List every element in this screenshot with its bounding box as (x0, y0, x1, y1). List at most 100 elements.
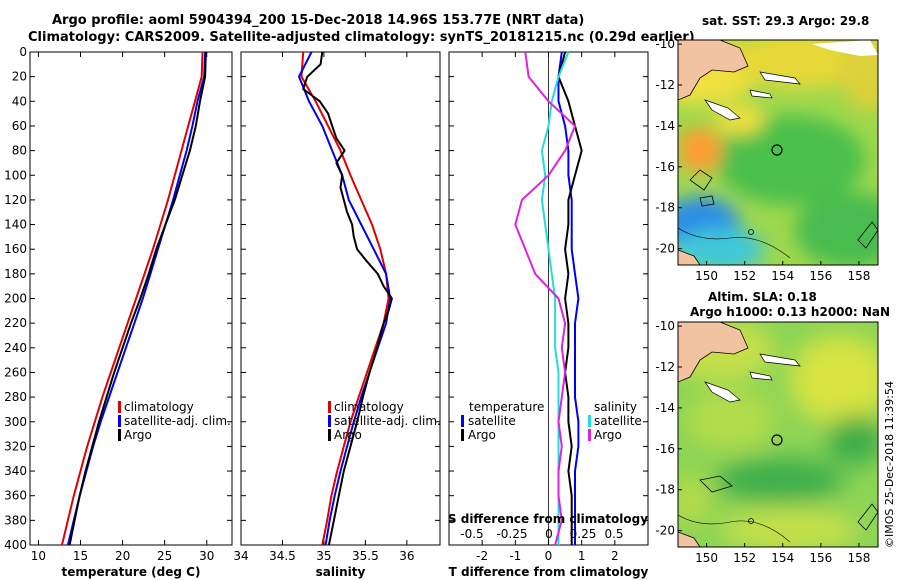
map-lat-label: -18 (655, 201, 675, 215)
sla-map (677, 321, 879, 548)
sst-map-axes: 150 152 154 156 158 -10 -12 -14 -16 -18 -20 (655, 37, 870, 283)
temperature-xtick-label: 20 (115, 549, 130, 563)
map-lat-label: -16 (655, 442, 675, 456)
difference-xtick-label: -2 (476, 549, 488, 563)
map-lat-label: -20 (655, 524, 675, 538)
temperature-legend-label: Argo (124, 428, 152, 442)
depth-tick-label: 180 (4, 267, 27, 281)
temperature-xtick-label: 15 (73, 549, 88, 563)
salinity-xtick-label: 34 (233, 549, 248, 563)
map-lat-label: -14 (655, 401, 675, 415)
depth-tick-label: 240 (4, 341, 27, 355)
depth-tick-label: 200 (4, 292, 27, 306)
salinity-xtick-label: 34.5 (269, 549, 296, 563)
sla-map-title-line2: Argo h1000: 0.13 h2000: NaN (690, 305, 890, 319)
map-lat-label: -18 (655, 483, 675, 497)
salinity-legend-label: satellite-adj. clim. (334, 414, 441, 428)
depth-tick-label: 80 (12, 144, 27, 158)
temperature-legend-swatch (118, 429, 121, 441)
temperature-xlabel: temperature (deg C) (62, 565, 201, 579)
sst-map (677, 39, 879, 266)
map-lat-label: -14 (655, 119, 675, 133)
temperature-xtick-label: 30 (199, 549, 214, 563)
salinity-series-argo (302, 51, 393, 546)
map-lon-label: 154 (771, 551, 794, 565)
difference-profile-chart: -2 -1 0 1 2 T difference from climatology temp… (448, 51, 649, 579)
map-lon-label: 156 (809, 551, 832, 565)
salinity-xtick-label: 35.5 (352, 549, 379, 563)
depth-tick-label: 20 (12, 70, 27, 84)
depth-tick-label: 60 (12, 119, 27, 133)
temperature-legend-label: climatology (124, 400, 194, 414)
sla-map-title-line1: Altim. SLA: 0.18 (708, 290, 817, 304)
map-lat-label: -10 (655, 319, 675, 333)
depth-tick-label: 220 (4, 316, 27, 330)
depth-tick-label: 300 (4, 415, 27, 429)
diff-legend-left-title: temperature (469, 400, 544, 414)
diff-legend-left-swatch (461, 429, 464, 441)
map-lat-label: -20 (655, 242, 675, 256)
diff-top-tick-label: 0 (545, 527, 553, 541)
diff-legend-right-swatch (588, 429, 591, 441)
difference-series-t-argo (557, 51, 583, 545)
depth-tick-label: 340 (4, 464, 27, 478)
salinity-xlabel: salinity (316, 565, 366, 579)
map-lon-label: 152 (733, 269, 756, 283)
temperature-legend-label: satellite-adj. clim. (124, 414, 231, 428)
salinity-series-climatology (300, 51, 390, 546)
sst-map-title: sat. SST: 29.3 Argo: 29.8 (702, 14, 869, 28)
diff-top-axis-label: S difference from climatology (448, 512, 648, 526)
depth-tick-label: 360 (4, 489, 27, 503)
difference-xtick-label: 1 (578, 549, 586, 563)
salinity-xtick-label: 36 (399, 549, 414, 563)
diff-top-tick-label: 0.5 (604, 527, 623, 541)
depth-tick-label: 120 (4, 193, 27, 207)
sla-map-axes: 150 152 154 156 158 -10 -12 -14 -16 -18 -20 (655, 319, 870, 565)
temperature-series-climatology (61, 51, 204, 546)
salinity-legend-label: climatology (334, 400, 404, 414)
map-lon-label: 154 (771, 269, 794, 283)
difference-xtick-label: 2 (611, 549, 619, 563)
diff-legend-right-swatch (588, 415, 591, 427)
diff-legend-left-label: Argo (468, 428, 496, 442)
difference-series-t-satellite (557, 51, 580, 545)
difference-xtick-label: -1 (509, 549, 521, 563)
temperature-profile-chart: 10 15 20 25 30020406080100120140160180200220… (4, 45, 233, 579)
diff-legend-right-title: salinity (594, 400, 637, 414)
diff-top-tick-label: 0.25 (570, 527, 597, 541)
temperature-series-argo (68, 51, 207, 546)
map-lon-label: 158 (847, 269, 870, 283)
depth-tick-label: 320 (4, 439, 27, 453)
diff-legend-left-swatch (461, 415, 464, 427)
salinity-plot-area (240, 51, 441, 546)
temperature-xtick-label: 10 (31, 549, 46, 563)
depth-tick-label: 280 (4, 390, 27, 404)
map-lon-label: 158 (847, 551, 870, 565)
temperature-plot-area (29, 51, 233, 546)
difference-xlabel: T difference from climatology (449, 565, 649, 579)
difference-xtick-label: 0 (545, 549, 553, 563)
diff-top-tick-label: -0.25 (496, 527, 527, 541)
map-lat-label: -10 (655, 37, 675, 51)
depth-tick-label: 380 (4, 513, 27, 527)
depth-tick-label: 140 (4, 218, 27, 232)
salinity-series-satellite-adj-clim- (298, 51, 392, 546)
diff-legend-right-label: satellite (594, 414, 642, 428)
depth-tick-label: 260 (4, 365, 27, 379)
depth-tick-label: 400 (4, 538, 27, 552)
map-lon-label: 152 (733, 551, 756, 565)
imos-credit: ©IMOS 25-Dec-2018 11:39:54 (883, 381, 896, 548)
sla-argo-marker (771, 434, 783, 446)
depth-tick-label: 100 (4, 168, 27, 182)
map-lon-label: 150 (695, 269, 718, 283)
figure-title-line2: Climatology: CARS2009. Satellite-adjuste… (28, 30, 695, 45)
salinity-profile-chart: 34 34.5 35 35.5 36 salinity climatologysatelli… (233, 51, 441, 579)
sst-argo-marker (771, 144, 783, 156)
temperature-legend-swatch (118, 415, 121, 427)
diff-legend-right-label: Argo (594, 428, 622, 442)
depth-tick-label: 160 (4, 242, 27, 256)
temperature-xtick-label: 25 (157, 549, 172, 563)
map-lon-label: 150 (695, 551, 718, 565)
salinity-xtick-label: 35 (316, 549, 331, 563)
